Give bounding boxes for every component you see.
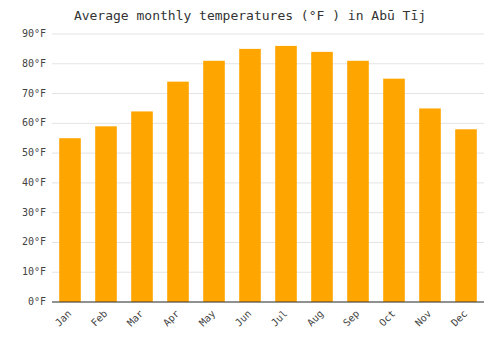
y-tick-label: 70°F — [22, 88, 46, 99]
bar — [383, 79, 405, 302]
x-tick-label: Sep — [341, 308, 362, 329]
chart-container: Average monthly temperatures (°F ) in Ab… — [0, 0, 500, 350]
y-tick-label: 10°F — [22, 266, 46, 277]
y-tick-label: 20°F — [22, 236, 46, 247]
grid-line — [52, 302, 484, 303]
y-tick-label: 90°F — [22, 28, 46, 39]
bars — [59, 46, 477, 302]
x-tick-label: Feb — [89, 308, 110, 329]
grid-line — [52, 63, 484, 64]
x-tick-label: Mar — [125, 308, 146, 329]
y-tick-label: 80°F — [22, 58, 46, 69]
bar — [275, 46, 297, 302]
x-tick-label: Aug — [305, 308, 326, 329]
bar — [131, 111, 153, 302]
title: Average monthly temperatures (°F ) in Ab… — [74, 8, 426, 23]
bar — [239, 49, 261, 302]
bar — [59, 138, 81, 302]
chart-svg: Average monthly temperatures (°F ) in Ab… — [0, 0, 500, 350]
grid-line — [52, 34, 484, 35]
bar — [455, 129, 477, 302]
x-axis: Jan Feb Mar Apr May Jun Jul Aug Sep Oct Nov Dec — [53, 308, 470, 329]
x-tick-label: Jun — [233, 308, 254, 329]
grid-line — [52, 93, 484, 94]
x-tick-label: Jul — [269, 308, 290, 329]
bar — [419, 108, 441, 302]
bar — [167, 82, 189, 302]
y-tick-label: 50°F — [22, 147, 46, 158]
bar — [95, 126, 117, 302]
bar — [203, 61, 225, 302]
x-axis-line — [52, 302, 484, 303]
bar — [311, 52, 333, 302]
x-tick-label: May — [197, 308, 218, 329]
y-tick-label: 0°F — [28, 296, 46, 307]
x-tick-label: Nov — [413, 308, 434, 329]
x-tick-label: Dec — [449, 308, 470, 329]
y-tick-label: 60°F — [22, 117, 46, 128]
bar — [347, 61, 369, 302]
y-axis: 0°F 10°F 20°F 30°F 40°F 50°F 60°F 70°F 80°F 90°F — [22, 28, 484, 307]
x-tick-label: Oct — [377, 308, 398, 329]
y-tick-label: 30°F — [22, 207, 46, 218]
y-tick-label: 40°F — [22, 177, 46, 188]
x-tick-label: Apr — [161, 308, 182, 329]
x-tick-label: Jan — [53, 308, 74, 329]
